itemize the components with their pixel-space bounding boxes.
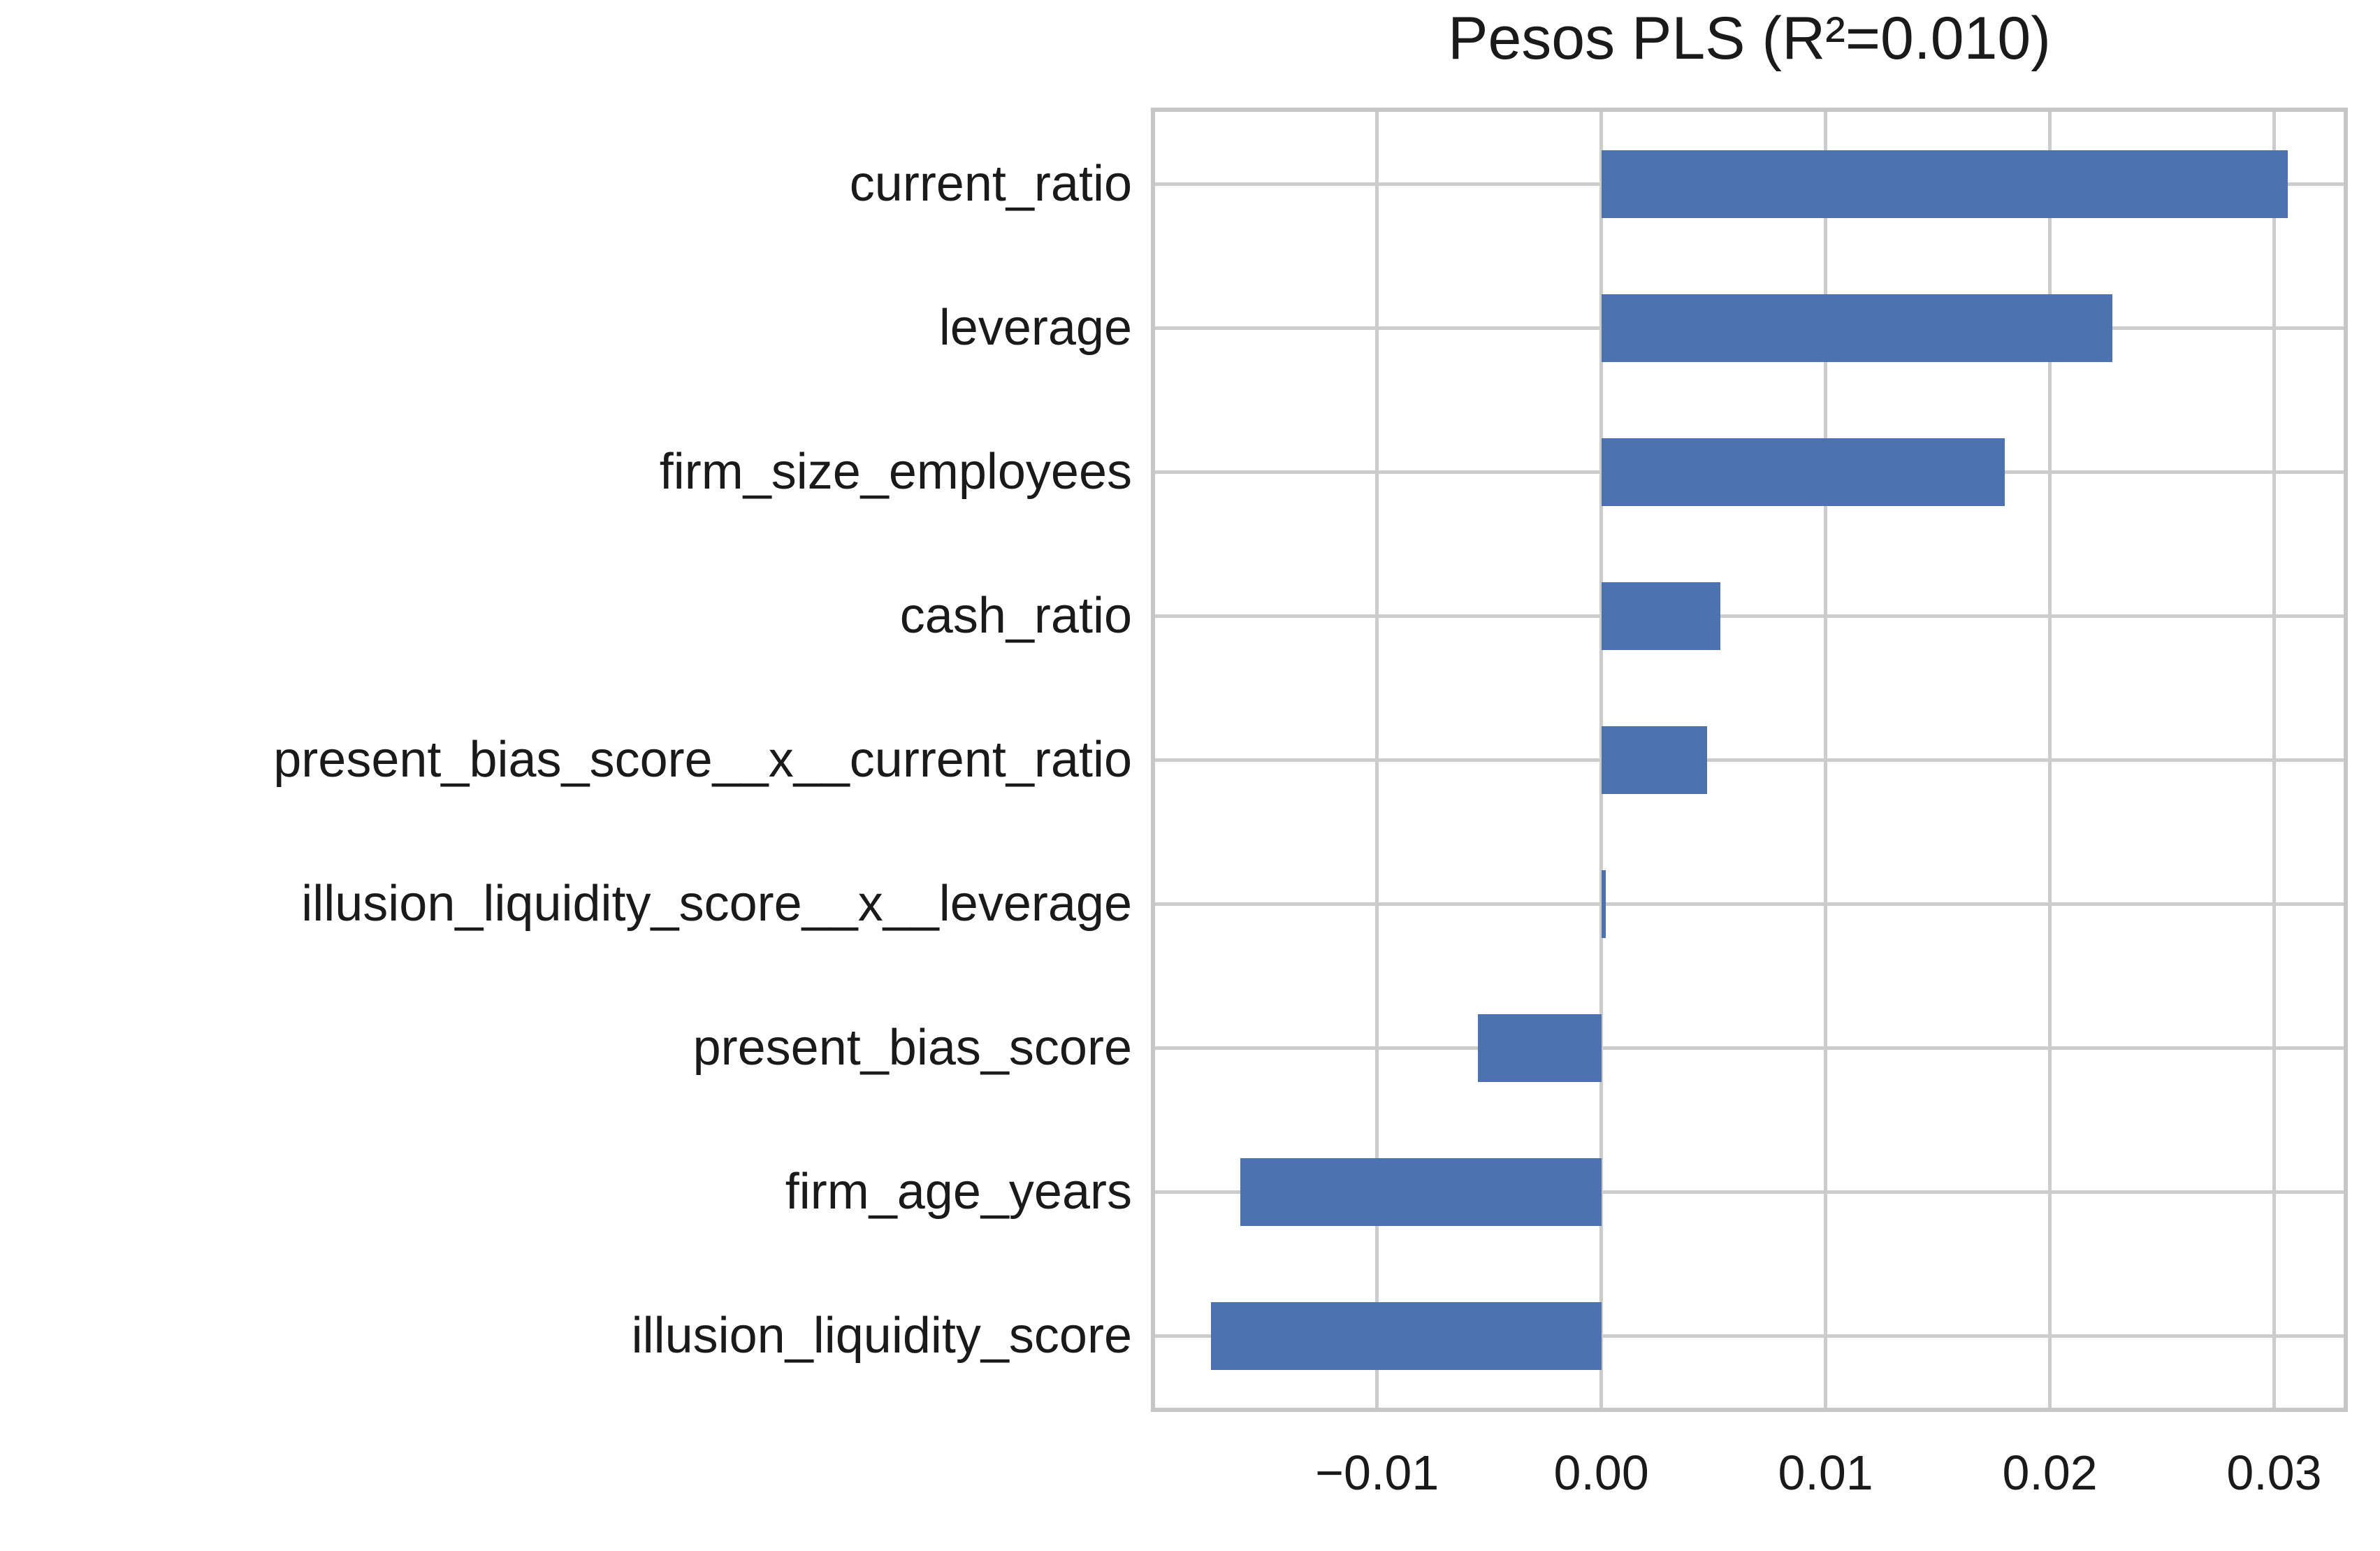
gridline-horizontal — [1155, 1190, 2344, 1194]
category-label: illusion_liquidity_score__x__leverage — [301, 876, 1132, 932]
plot-area — [1151, 108, 2348, 1412]
x-tick-label: 0.01 — [1778, 1445, 1873, 1500]
bar-current_ratio — [1601, 150, 2288, 218]
category-label: current_ratio — [849, 156, 1132, 212]
bar-present_bias_score — [1478, 1013, 1602, 1082]
x-tick-label: 0.00 — [1553, 1445, 1649, 1500]
chart-title: Pesos PLS (R²=0.010) — [1448, 5, 2051, 72]
category-label: illusion_liquidity_score — [631, 1308, 1132, 1364]
category-label: firm_size_employees — [659, 444, 1132, 500]
x-tick-label: 0.02 — [2002, 1445, 2098, 1500]
gridline-horizontal — [1155, 902, 2344, 906]
category-label: firm_age_years — [785, 1164, 1132, 1220]
category-label: cash_ratio — [899, 588, 1132, 644]
x-tick-label: 0.03 — [2226, 1445, 2322, 1500]
bar-cash_ratio — [1601, 582, 1720, 650]
x-tick-label: −0.01 — [1315, 1445, 1439, 1500]
gridline-horizontal — [1155, 758, 2344, 762]
category-label: present_bias_score__x__current_ratio — [273, 732, 1132, 788]
bar-firm_size_employees — [1601, 438, 2005, 506]
gridline-horizontal — [1155, 1334, 2344, 1338]
bar-firm_age_years — [1240, 1157, 1602, 1226]
gridline-horizontal — [1155, 614, 2344, 618]
bar-illusion_liquidity_score__x__leverage — [1601, 870, 1606, 938]
bar-leverage — [1601, 294, 2113, 362]
bar-present_bias_score__x__current_ratio — [1601, 726, 1707, 794]
category-label: leverage — [938, 300, 1132, 356]
gridline-horizontal — [1155, 1046, 2344, 1050]
category-label: present_bias_score — [692, 1020, 1132, 1076]
bar-illusion_liquidity_score — [1211, 1301, 1602, 1370]
